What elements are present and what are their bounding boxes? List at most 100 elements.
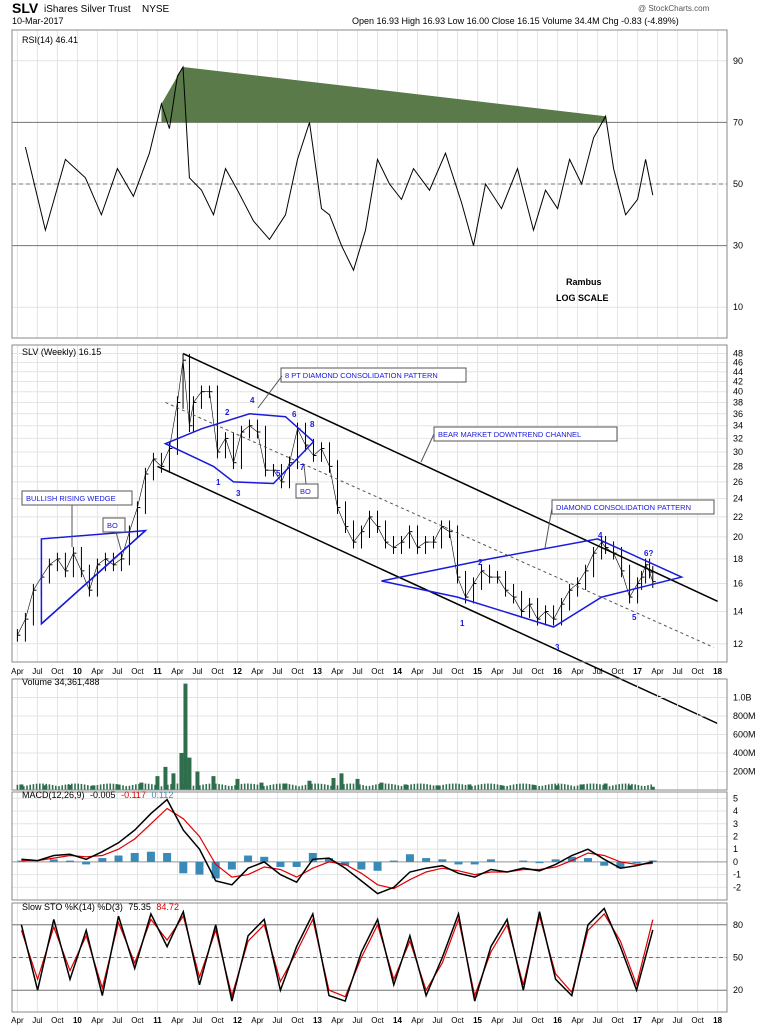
volume-bar-filler <box>531 784 534 790</box>
volume-bar <box>67 784 72 790</box>
volume-bar-filler <box>55 785 57 790</box>
x-tick-label: Apr <box>251 1016 264 1025</box>
volume-bar-filler <box>128 785 131 790</box>
macd-hist-bar <box>98 858 107 862</box>
rising-wedge-callout-text: BULLISH RISING WEDGE <box>26 494 116 503</box>
macd-title-label: MACD(12,26,9) <box>22 790 85 800</box>
volume-bar-filler <box>621 783 624 790</box>
volume-bar-filler <box>119 784 121 790</box>
volume-bar-filler <box>451 783 454 790</box>
x-tick-label: Oct <box>611 1016 624 1025</box>
volume-bar-filler <box>266 785 268 790</box>
volume-bar-filler <box>448 783 451 790</box>
macd-hist-bar <box>600 861 609 866</box>
volume-bar-filler <box>394 784 396 790</box>
volume-bar-filler <box>445 784 448 790</box>
volume-bar-filler <box>403 785 406 790</box>
x-tick-label: Apr <box>91 1016 104 1025</box>
macd-hist-bar <box>535 861 544 864</box>
volume-bar-filler <box>317 783 320 790</box>
volume-bar-filler <box>525 783 528 790</box>
volume-bar-filler <box>343 784 345 790</box>
x-tick-label: 15 <box>473 1016 482 1025</box>
volume-bar <box>531 784 536 790</box>
volume-bar-filler <box>541 785 544 790</box>
volume-bar <box>627 785 632 790</box>
volume-bar-filler <box>439 785 441 790</box>
volume-bar <box>19 784 24 790</box>
volume-bar <box>499 785 504 790</box>
volume-bar-filler <box>464 784 467 790</box>
price-line <box>17 360 654 636</box>
channel-midline <box>165 401 714 648</box>
volume-bar-filler <box>455 783 457 790</box>
volume-bar-filler <box>314 783 316 790</box>
volume-bar-filler <box>39 783 41 790</box>
x-tick-label: Jul <box>672 1016 682 1025</box>
x-tick-label: 11 <box>153 1016 162 1025</box>
macd-hist-bar <box>373 861 382 871</box>
volume-bar-filler <box>365 785 368 790</box>
volume-bar-filler <box>147 783 150 790</box>
volume-bar-filler <box>42 783 44 790</box>
volume-bar-filler <box>61 785 64 790</box>
macd-hist-bar <box>82 861 91 865</box>
volume-bar-filler <box>375 784 377 790</box>
volume-bar-filler <box>435 786 438 790</box>
volume-bar-filler <box>410 784 412 790</box>
volume-bar-filler <box>650 784 652 790</box>
sto-title: Slow STO %K(14) %D(3) 75.35 84.72 <box>22 902 179 912</box>
macd-hist-bar <box>486 859 495 862</box>
macd-hist-bar <box>551 859 560 862</box>
volume-bar-filler <box>631 783 633 790</box>
x-tick-label: 14 <box>393 667 402 676</box>
x-tick-label: Apr <box>171 667 184 676</box>
volume-bar <box>650 786 655 790</box>
volume-bar-filler <box>426 784 428 790</box>
volume-bar-filler <box>32 784 35 790</box>
volume-bar <box>403 784 408 790</box>
volume-bar <box>259 782 264 790</box>
pattern-point-label: 6? <box>644 549 653 558</box>
price-tick-label: 20 <box>733 532 743 542</box>
volume-bar-filler <box>211 783 214 790</box>
volume-bar-filler <box>371 785 374 790</box>
x-tick-label: 13 <box>313 667 322 676</box>
quote-line: Open 16.93 High 16.93 Low 16.00 Close 16… <box>352 16 679 26</box>
volume-bar-filler <box>285 783 288 790</box>
sto-tick-label: 50 <box>733 953 743 963</box>
rsi-tick-label: 10 <box>733 302 743 312</box>
macd-hist-bar <box>65 860 74 862</box>
bo-callout-1-pointer <box>115 531 122 551</box>
rsi-tick-label: 50 <box>733 179 743 189</box>
volume-bar-filler <box>506 785 508 790</box>
volume-bar-filler <box>499 785 502 790</box>
price-tick-label: 44 <box>733 367 743 377</box>
pattern-point-label: 7 <box>300 463 305 472</box>
x-tick-label: Jul <box>432 1016 442 1025</box>
volume-bar <box>579 784 584 790</box>
volume-bar-filler <box>637 785 640 790</box>
volume-bar-filler <box>307 784 310 790</box>
volume-bar-filler <box>51 784 54 790</box>
pattern-point-label: 6 <box>292 410 297 419</box>
volume-bar-filler <box>256 784 259 790</box>
volume-bar-filler <box>192 785 195 790</box>
volume-bar-filler <box>144 783 147 790</box>
pattern-point-label: 4 <box>598 531 603 540</box>
x-tick-label: Jul <box>352 667 362 676</box>
macd-value: -0.005 <box>90 790 116 800</box>
bear-channel-callout-pointer <box>420 433 435 463</box>
volume-bar-filler <box>512 784 515 790</box>
volume-bar-filler <box>215 783 217 790</box>
volume-bar-filler <box>77 783 80 790</box>
pattern-point-label: 8 <box>310 420 315 429</box>
volume-bar-filler <box>131 784 134 790</box>
macd-line <box>21 798 653 895</box>
volume-bar-filler <box>467 785 470 790</box>
volume-bar-filler <box>391 784 393 790</box>
volume-bar-filler <box>151 784 153 790</box>
volume-bar-filler <box>202 784 204 790</box>
volume-bar-filler <box>279 783 281 790</box>
volume-bar <box>171 773 176 790</box>
